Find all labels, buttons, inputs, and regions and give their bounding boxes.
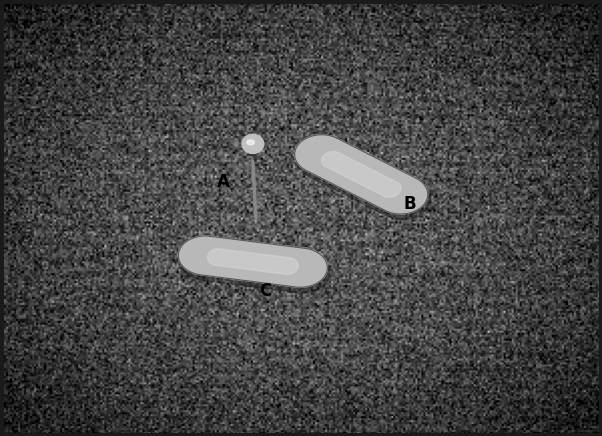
Ellipse shape <box>247 140 255 145</box>
Polygon shape <box>297 140 430 220</box>
Ellipse shape <box>242 134 264 153</box>
Text: B: B <box>403 195 416 213</box>
Polygon shape <box>208 249 298 275</box>
Text: C: C <box>259 283 271 300</box>
Polygon shape <box>294 135 428 214</box>
Polygon shape <box>321 152 401 197</box>
Text: A: A <box>217 174 229 191</box>
Polygon shape <box>178 236 327 287</box>
Polygon shape <box>181 242 330 293</box>
